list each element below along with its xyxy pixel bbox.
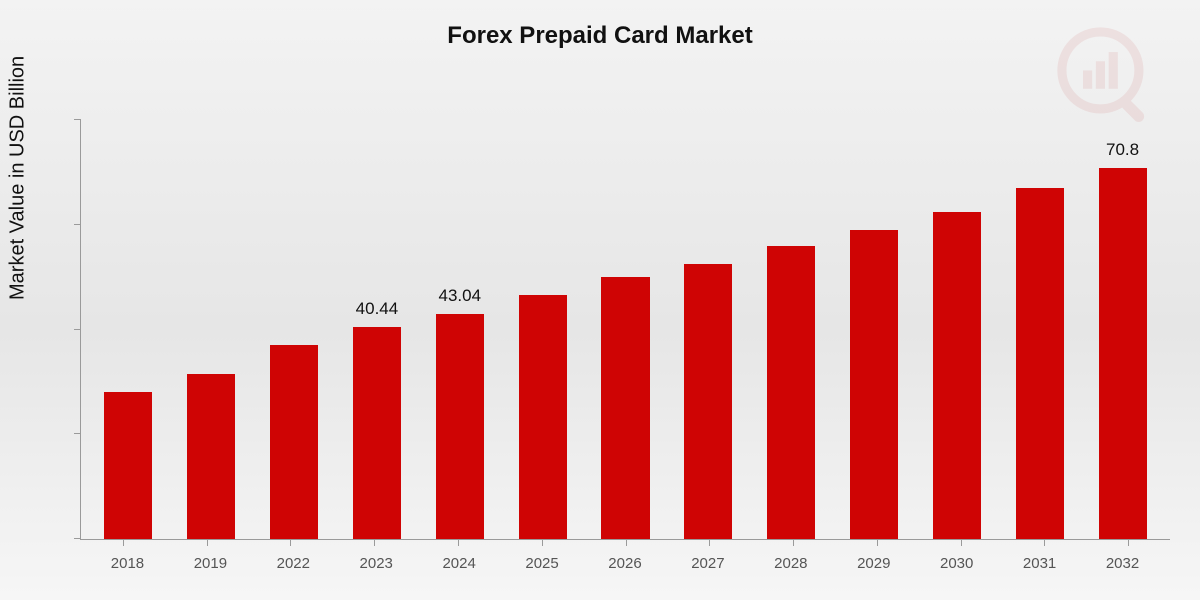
x-tick-label: 2029: [832, 555, 915, 572]
bars-group: 40.44 43.04 70.8: [81, 120, 1170, 539]
bar: [1016, 188, 1064, 539]
x-tick-label: 2024: [418, 555, 501, 572]
x-tick-label: 2025: [501, 555, 584, 572]
bar-slot: 70.8: [1081, 120, 1164, 539]
x-tick-label: 2018: [86, 555, 169, 572]
bar: [436, 314, 484, 539]
bar-slot: [501, 120, 584, 539]
x-tick: [123, 539, 124, 546]
bar-value-label: 40.44: [356, 299, 399, 319]
x-tick: [458, 539, 459, 546]
bar: [104, 392, 152, 539]
y-tick: [74, 538, 81, 539]
x-tick-label: 2030: [915, 555, 998, 572]
bar-value-label: 70.8: [1106, 140, 1139, 160]
bar-slot: [750, 120, 833, 539]
bar-slot: [998, 120, 1081, 539]
bar: [933, 212, 981, 539]
bar-slot: 40.44: [336, 120, 419, 539]
chart-title: Forex Prepaid Card Market: [0, 22, 1200, 50]
bar-slot: [584, 120, 667, 539]
bar: [187, 374, 235, 539]
bar-slot: [915, 120, 998, 539]
x-tick: [961, 539, 962, 546]
x-tick: [374, 539, 375, 546]
x-tick-label: 2023: [335, 555, 418, 572]
x-tick-label: 2031: [998, 555, 1081, 572]
y-tick: [74, 433, 81, 434]
bar-slot: [253, 120, 336, 539]
plot-area: 40.44 43.04 70.8: [80, 120, 1170, 540]
bar-slot: [667, 120, 750, 539]
x-axis-labels: 2018201920222023202420252026202720282029…: [80, 555, 1170, 572]
bar: [601, 277, 649, 539]
x-tick-label: 2026: [584, 555, 667, 572]
x-tick: [877, 539, 878, 546]
x-tick-label: 2027: [666, 555, 749, 572]
y-tick: [74, 119, 81, 120]
chart-container: Forex Prepaid Card Market Market Value i…: [0, 0, 1200, 600]
x-tick: [793, 539, 794, 546]
y-tick: [74, 329, 81, 330]
bar: [767, 246, 815, 539]
x-tick: [709, 539, 710, 546]
bar-slot: [170, 120, 253, 539]
x-tick: [542, 539, 543, 546]
x-tick: [1044, 539, 1045, 546]
bar-slot: 43.04: [418, 120, 501, 539]
x-tick-label: 2028: [749, 555, 832, 572]
x-tick-label: 2019: [169, 555, 252, 572]
bar-value-label: 43.04: [439, 286, 482, 306]
x-tick: [290, 539, 291, 546]
x-tick-label: 2022: [252, 555, 335, 572]
y-tick: [74, 224, 81, 225]
bar: [1099, 168, 1147, 539]
x-tick: [1128, 539, 1129, 546]
bar: [270, 345, 318, 539]
bar: [519, 295, 567, 539]
x-tick-label: 2032: [1081, 555, 1164, 572]
bar: [684, 264, 732, 539]
bar: [850, 230, 898, 539]
x-tick: [207, 539, 208, 546]
bar: [353, 327, 401, 539]
y-axis-label: Market Value in USD Billion: [7, 56, 30, 300]
bar-slot: [833, 120, 916, 539]
bar-slot: [87, 120, 170, 539]
x-tick: [626, 539, 627, 546]
